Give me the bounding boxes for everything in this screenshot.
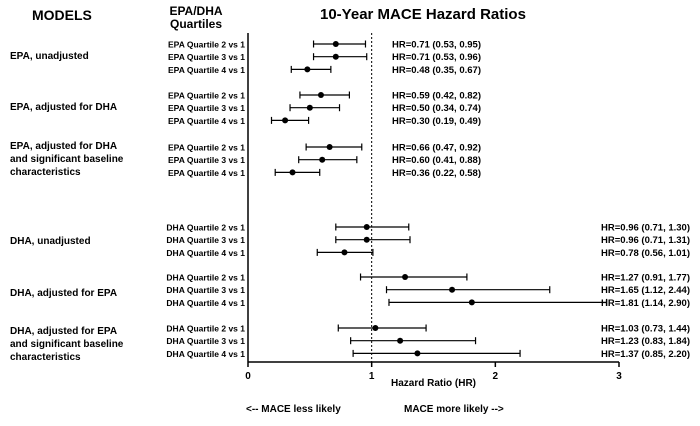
quartiles-header-line2: Quartiles (169, 17, 223, 31)
footer-more-likely: MACE more likely --> (404, 404, 504, 415)
hr-annotation: HR=0.50 (0.34, 0.74) (392, 103, 481, 114)
hr-point (372, 325, 379, 331)
row-label: EPA Quartile 3 vs 1 (168, 103, 245, 113)
x-axis-label: Hazard Ratio (HR) (391, 378, 476, 389)
row-label: DHA Quartile 2 vs 1 (166, 324, 245, 334)
hr-point (402, 274, 409, 280)
row-label: EPA Quartile 4 vs 1 (168, 65, 245, 75)
footer-less-likely: <-- MACE less likely (246, 404, 341, 415)
row-label: EPA Quartile 4 vs 1 (168, 168, 245, 178)
hr-point (332, 53, 339, 60)
hr-annotation: HR=1.65 (1.12, 2.44) (601, 285, 690, 296)
quartiles-header-line1: EPA/DHA (169, 4, 223, 18)
hr-annotation: HR=0.60 (0.41, 0.88) (392, 155, 481, 166)
row-label: EPA Quartile 2 vs 1 (168, 91, 245, 101)
model-label-epa-adjusted-dha: EPA, adjusted for DHA (10, 102, 118, 113)
model-label-line: and significant baseline (10, 154, 124, 165)
x-tick-label: 1 (369, 371, 375, 382)
model-label-dha-adjusted-epa: DHA, adjusted for EPA (10, 288, 118, 299)
hr-point (306, 104, 313, 111)
hr-annotation: HR=0.48 (0.35, 0.67) (392, 65, 481, 76)
hr-point (326, 144, 333, 150)
hr-point (468, 299, 475, 306)
x-tick-label: 2 (493, 371, 499, 382)
hr-annotation: HR=1.81 (1.14, 2.90) (601, 298, 690, 309)
hr-point (363, 224, 370, 230)
hr-annotation: HR=0.36 (0.22, 0.58) (392, 168, 481, 179)
hr-annotation: HR=1.27 (0.91, 1.77) (601, 273, 690, 284)
row-label: DHA Quartile 4 vs 1 (166, 248, 245, 258)
model-label-line: characteristics (10, 352, 81, 363)
row-label: DHA Quartile 3 vs 1 (166, 235, 245, 245)
model-label-dha-unadjusted: DHA, unadjusted (10, 236, 91, 247)
hr-annotation: HR=0.66 (0.47, 0.92) (392, 143, 481, 154)
model-label-dha-adjusted-full: DHA, adjusted for EPA and significant ba… (10, 325, 123, 364)
hr-annotation: HR=0.71 (0.53, 0.95) (392, 40, 481, 51)
hr-point (414, 350, 421, 357)
row-label: EPA Quartile 3 vs 1 (168, 52, 245, 62)
model-label-line: and significant baseline (10, 339, 124, 350)
hr-annotation: HR=0.71 (0.53, 0.96) (392, 52, 481, 63)
row-label: DHA Quartile 3 vs 1 (166, 336, 245, 346)
model-label-line: DHA, adjusted for EPA (10, 326, 118, 337)
hr-point (363, 236, 370, 243)
x-tick-label: 3 (616, 371, 622, 382)
hr-point (397, 337, 404, 344)
hr-annotation: HR=0.96 (0.71, 1.31) (601, 235, 690, 246)
model-label-line: characteristics (10, 167, 81, 178)
hr-annotation: HR=1.23 (0.83, 1.84) (601, 336, 690, 347)
chart-title: 10-Year MACE Hazard Ratios (320, 6, 526, 23)
models-column-header: MODELS (32, 7, 92, 23)
model-label-epa-unadjusted: EPA, unadjusted (10, 51, 89, 62)
hr-point (304, 66, 311, 73)
hr-annotation: HR=1.03 (0.73, 1.44) (601, 324, 690, 335)
hr-point (341, 249, 348, 256)
row-label: DHA Quartile 3 vs 1 (166, 285, 245, 295)
x-tick-label: 0 (245, 371, 251, 382)
quartiles-column-header: EPA/DHA Quartiles (160, 5, 232, 31)
hr-point (319, 156, 326, 163)
hr-point (289, 169, 296, 176)
hr-point (332, 41, 339, 47)
row-label: DHA Quartile 2 vs 1 (166, 223, 245, 233)
row-label: DHA Quartile 4 vs 1 (166, 349, 245, 359)
hr-point (449, 286, 456, 293)
hr-annotation: HR=0.30 (0.19, 0.49) (392, 116, 481, 127)
hr-annotation: HR=0.78 (0.56, 1.01) (601, 248, 690, 259)
model-label-epa-adjusted-full: EPA, adjusted for DHA and significant ba… (10, 140, 123, 179)
row-label: EPA Quartile 3 vs 1 (168, 155, 245, 165)
row-label: EPA Quartile 2 vs 1 (168, 40, 245, 50)
row-label: EPA Quartile 4 vs 1 (168, 116, 245, 126)
hr-annotation: HR=1.37 (0.85, 2.20) (601, 349, 690, 360)
hr-annotation: HR=0.96 (0.71, 1.30) (601, 223, 690, 234)
model-label-line: EPA, adjusted for DHA (10, 141, 118, 152)
row-label: DHA Quartile 2 vs 1 (166, 273, 245, 283)
hr-point (282, 117, 289, 124)
row-label: EPA Quartile 2 vs 1 (168, 143, 245, 153)
row-label: DHA Quartile 4 vs 1 (166, 298, 245, 308)
hr-point (317, 92, 324, 98)
hr-annotation: HR=0.59 (0.42, 0.82) (392, 91, 481, 102)
